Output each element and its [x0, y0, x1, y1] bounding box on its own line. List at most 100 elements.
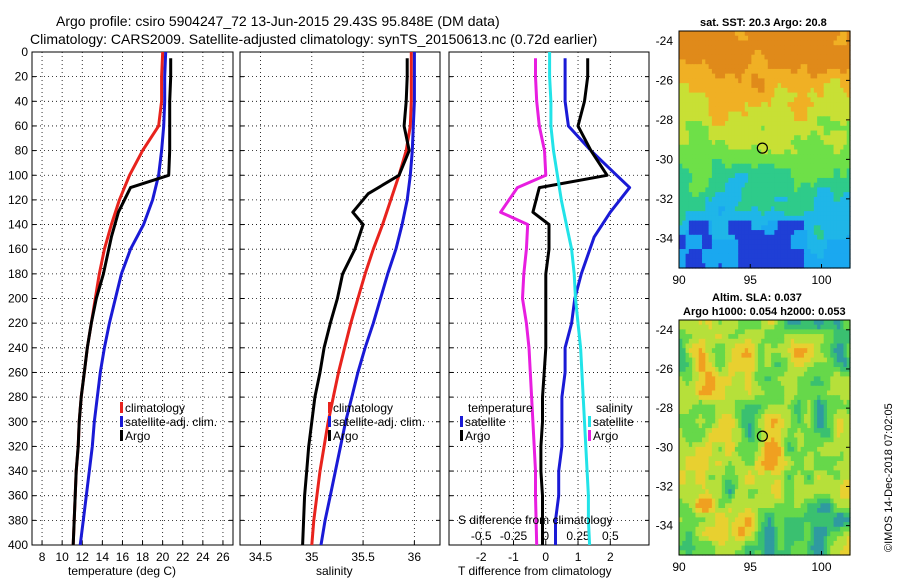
map-cell	[810, 35, 815, 42]
map-cell	[813, 493, 818, 500]
map-cell	[774, 206, 779, 212]
map-cell	[757, 475, 762, 481]
map-cell	[718, 352, 723, 359]
map-cell	[843, 381, 848, 387]
map-cell	[754, 320, 759, 326]
map-cell	[840, 140, 845, 146]
map-cell	[688, 390, 693, 396]
map-cell	[751, 173, 756, 179]
map-cell	[741, 111, 746, 117]
map-cell	[734, 479, 739, 486]
map-cell	[721, 263, 726, 269]
map-cell	[738, 442, 743, 448]
map-cell	[741, 35, 746, 42]
map-cell	[721, 442, 726, 448]
map-cell	[731, 144, 736, 151]
map-cell	[777, 106, 782, 113]
map-cell	[682, 399, 687, 406]
map-cell	[823, 182, 828, 189]
map-cell	[734, 130, 739, 136]
map-cell	[751, 334, 756, 340]
map-cell	[777, 376, 782, 382]
map-cell	[688, 348, 693, 354]
map-cell	[807, 253, 812, 260]
map-cell	[731, 381, 736, 387]
map-cell	[738, 489, 743, 495]
map-cell	[817, 512, 822, 518]
map-cell	[702, 192, 706, 198]
map-cell	[685, 68, 690, 75]
map-cell	[744, 362, 749, 368]
map-cell	[715, 475, 720, 481]
map-cell	[787, 517, 792, 523]
map-cell	[830, 78, 835, 84]
map-cell	[705, 437, 710, 443]
map-cell	[731, 371, 736, 377]
map-cell	[682, 206, 687, 212]
map-cell	[731, 442, 736, 448]
map-cell	[744, 395, 749, 401]
map-cell	[705, 106, 710, 113]
map-cell	[725, 362, 729, 368]
map-cell	[757, 395, 762, 401]
map-cell	[731, 130, 736, 136]
map-cell	[803, 437, 808, 443]
map-cell	[708, 187, 713, 193]
map-cell	[725, 182, 729, 189]
map-cell	[718, 451, 723, 457]
map-cell	[820, 187, 825, 193]
map-cell	[774, 414, 779, 420]
map-cell	[820, 35, 825, 42]
map-cell	[810, 92, 815, 98]
map-cell	[794, 362, 798, 368]
map-cell	[705, 418, 710, 424]
map-cell	[800, 381, 805, 387]
map-cell	[777, 409, 782, 415]
map-cell	[734, 230, 739, 236]
map-cell	[695, 206, 700, 212]
map-cell	[771, 102, 775, 108]
map-cell	[777, 40, 782, 46]
map-cell	[830, 512, 835, 518]
map-cell	[830, 158, 835, 165]
map-cell	[705, 173, 710, 179]
map-cell	[734, 526, 739, 533]
map-cell	[784, 343, 789, 349]
map-cell	[790, 244, 795, 250]
map-cell	[682, 45, 687, 51]
map-cell	[830, 253, 835, 260]
map-cell	[751, 35, 756, 42]
map-cell	[780, 442, 785, 448]
map-cell	[731, 437, 736, 443]
map-cell	[771, 59, 775, 65]
map-cell	[718, 484, 723, 490]
map-cell	[820, 54, 825, 61]
map-cell	[738, 234, 743, 241]
map-cell	[767, 357, 772, 363]
map-cell	[757, 517, 762, 523]
map-cell	[780, 320, 785, 326]
map-cell	[757, 456, 762, 462]
map-cell	[797, 220, 802, 226]
map-cell	[810, 465, 815, 471]
map-cell	[777, 211, 782, 217]
map-cell	[823, 206, 828, 212]
map-cell	[817, 78, 822, 84]
map-cell	[738, 498, 743, 504]
map-cell	[731, 329, 736, 335]
map-cell	[800, 493, 805, 500]
map-cell	[721, 54, 726, 61]
map-cell	[797, 432, 802, 439]
map-cell	[771, 177, 775, 184]
argo-position-marker	[756, 142, 768, 154]
map-cell	[748, 206, 752, 212]
map-cell	[803, 404, 808, 410]
map-cell	[738, 144, 743, 151]
map-cell	[754, 508, 759, 514]
map-cell	[840, 428, 845, 434]
map-cell	[734, 116, 739, 122]
map-cell	[692, 493, 697, 500]
map-cell	[708, 484, 713, 490]
map-cell	[767, 135, 772, 141]
map-cell	[784, 163, 789, 170]
